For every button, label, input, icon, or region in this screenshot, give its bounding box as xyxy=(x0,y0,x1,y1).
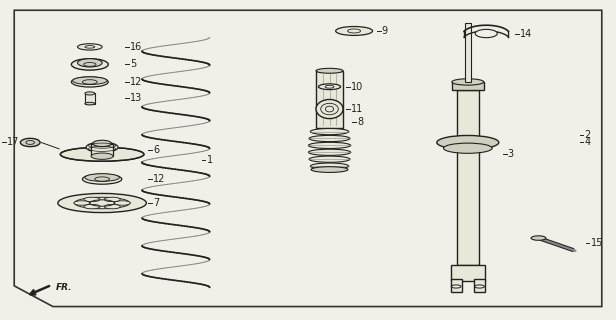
Ellipse shape xyxy=(316,100,343,119)
Text: 12: 12 xyxy=(153,174,166,184)
Ellipse shape xyxy=(78,44,102,50)
Text: 2: 2 xyxy=(585,130,591,140)
Text: 8: 8 xyxy=(357,117,363,127)
Ellipse shape xyxy=(444,143,492,153)
Text: 17: 17 xyxy=(7,138,19,148)
Ellipse shape xyxy=(318,84,341,90)
Ellipse shape xyxy=(115,201,131,205)
Text: 11: 11 xyxy=(351,104,363,114)
Ellipse shape xyxy=(91,153,113,159)
Ellipse shape xyxy=(86,142,118,152)
Text: FR.: FR. xyxy=(56,283,73,292)
Ellipse shape xyxy=(437,135,499,149)
Ellipse shape xyxy=(78,59,102,67)
Ellipse shape xyxy=(71,59,108,70)
Ellipse shape xyxy=(85,102,95,105)
Ellipse shape xyxy=(74,201,90,205)
Ellipse shape xyxy=(58,194,147,212)
Ellipse shape xyxy=(309,142,351,148)
Ellipse shape xyxy=(310,129,349,135)
Bar xyxy=(450,265,485,281)
Bar xyxy=(91,144,113,156)
Ellipse shape xyxy=(83,174,122,184)
Bar xyxy=(452,82,484,90)
Text: 9: 9 xyxy=(382,26,388,36)
Text: 12: 12 xyxy=(130,77,142,87)
Ellipse shape xyxy=(75,197,130,209)
Ellipse shape xyxy=(309,156,350,162)
Bar xyxy=(464,23,471,82)
Ellipse shape xyxy=(309,149,351,156)
Bar xyxy=(85,93,95,104)
Ellipse shape xyxy=(531,236,546,240)
Ellipse shape xyxy=(336,27,373,36)
Bar xyxy=(474,279,485,292)
Ellipse shape xyxy=(310,163,349,169)
Text: 14: 14 xyxy=(520,29,532,39)
Text: 16: 16 xyxy=(130,42,142,52)
Text: 15: 15 xyxy=(591,238,603,248)
Text: 13: 13 xyxy=(130,93,142,103)
Ellipse shape xyxy=(311,167,348,172)
Ellipse shape xyxy=(316,68,343,73)
Text: 5: 5 xyxy=(130,60,136,69)
Text: 3: 3 xyxy=(508,148,514,159)
Ellipse shape xyxy=(104,204,120,209)
Ellipse shape xyxy=(104,197,120,202)
Text: 7: 7 xyxy=(153,198,160,208)
Ellipse shape xyxy=(85,92,95,95)
Ellipse shape xyxy=(60,147,144,161)
Ellipse shape xyxy=(84,197,100,202)
Ellipse shape xyxy=(73,77,107,84)
Text: 6: 6 xyxy=(153,146,160,156)
Ellipse shape xyxy=(475,29,497,38)
Ellipse shape xyxy=(452,79,484,85)
Ellipse shape xyxy=(71,77,108,87)
Ellipse shape xyxy=(84,204,100,209)
Ellipse shape xyxy=(93,140,111,147)
Ellipse shape xyxy=(20,138,40,147)
Text: 10: 10 xyxy=(351,82,363,92)
Bar xyxy=(316,71,343,128)
Ellipse shape xyxy=(309,135,350,142)
Text: 4: 4 xyxy=(585,138,591,148)
Ellipse shape xyxy=(85,174,120,181)
Bar xyxy=(450,279,462,292)
Text: 1: 1 xyxy=(206,155,213,165)
Bar xyxy=(456,90,479,265)
